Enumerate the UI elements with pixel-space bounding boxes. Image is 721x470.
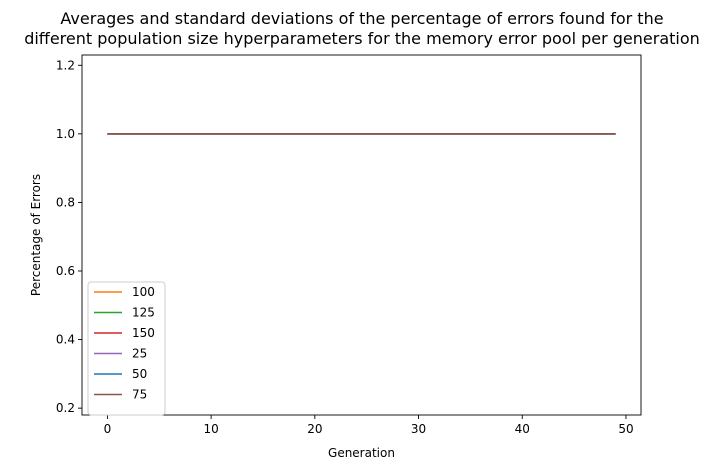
chart-title-line-1: different population size hyperparameter… bbox=[24, 29, 700, 48]
chart-title: Averages and standard deviations of the … bbox=[24, 9, 700, 48]
y-tick-label-4: 1.0 bbox=[56, 127, 75, 141]
x-axis-label: Generation bbox=[328, 446, 395, 460]
x-tick-label-0: 0 bbox=[104, 422, 112, 436]
x-tick-label-5: 50 bbox=[618, 422, 633, 436]
y-tick-label-1: 0.4 bbox=[56, 333, 75, 347]
legend: 100 125 150 25 50 75 bbox=[87, 281, 166, 416]
legend-label-25: 25 bbox=[132, 347, 147, 361]
y-tick-label-3: 0.8 bbox=[56, 195, 75, 209]
y-tick-label-2: 0.6 bbox=[56, 264, 75, 278]
axes: 0 10 20 30 40 50 0.2 0.4 0.6 0.8 1.0 1.2 Generation P… bbox=[29, 54, 642, 460]
y-tick-label-0: 0.2 bbox=[56, 401, 75, 415]
legend-label-50: 50 bbox=[132, 367, 147, 381]
legend-label-100: 100 bbox=[132, 285, 155, 299]
y-tick-label-5: 1.2 bbox=[56, 58, 75, 72]
plot-frame bbox=[81, 54, 642, 416]
legend-label-75: 75 bbox=[132, 388, 147, 402]
legend-label-150: 150 bbox=[132, 326, 155, 340]
legend-label-125: 125 bbox=[132, 306, 155, 320]
x-tick-label-2: 20 bbox=[307, 422, 322, 436]
x-tick-label-4: 40 bbox=[515, 422, 530, 436]
y-axis-label: Percentage of Errors bbox=[29, 174, 43, 296]
chart-title-line-0: Averages and standard deviations of the … bbox=[60, 9, 663, 28]
x-tick-label-1: 10 bbox=[203, 422, 218, 436]
legend-box bbox=[87, 281, 166, 416]
x-tick-label-3: 30 bbox=[411, 422, 426, 436]
